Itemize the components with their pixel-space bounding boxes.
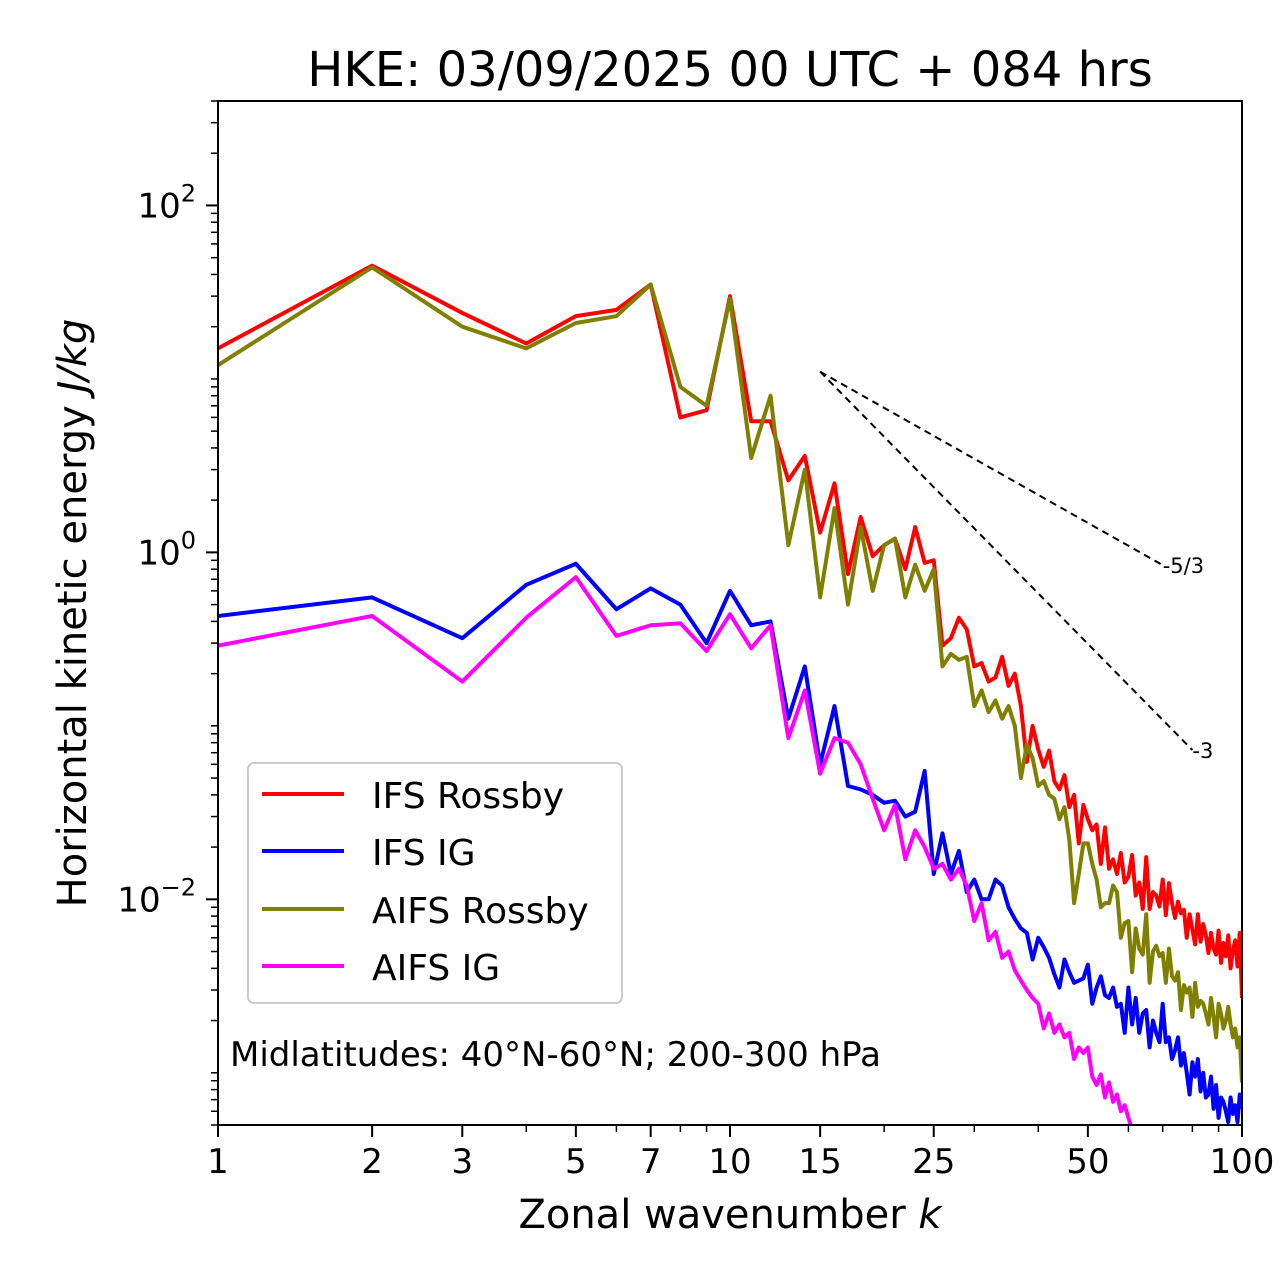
x-tick-label: 25 — [912, 1142, 955, 1182]
series-line-aifs-rossby — [218, 265, 1242, 1083]
y-tick-label: 102 — [137, 179, 196, 226]
y-axis-label: Horizontal kinetic energy J/kg — [50, 319, 96, 908]
legend-label: AIFS Rossby — [372, 891, 589, 932]
series-line-ifs-rossby — [218, 263, 1242, 999]
y-tick-label: 10−2 — [117, 873, 196, 920]
legend-item: AIFS IG — [262, 948, 500, 989]
reference-slope-label: -5/3 — [1163, 554, 1204, 578]
x-tick-label: 100 — [1210, 1142, 1275, 1182]
y-tick-label: 100 — [137, 526, 196, 573]
reference-slope-line — [819, 370, 1164, 567]
x-axis-ticks: 1 2 3 5 7 10 15 25 50 100 — [207, 1125, 1274, 1182]
legend: IFS Rossby IFS IG AIFS Rossby AIFS IG — [247, 762, 623, 1004]
reference-slope-line — [819, 371, 1194, 751]
x-tick-label: 5 — [565, 1142, 587, 1182]
x-tick-label: 1 — [207, 1142, 229, 1182]
x-tick-label: 50 — [1066, 1142, 1109, 1182]
series-line-ifs-ig — [218, 561, 1242, 1125]
y-axis-label-text: Horizontal kinetic energy — [50, 405, 96, 907]
x-tick-label: 15 — [799, 1142, 842, 1182]
legend-label: IFS IG — [372, 833, 476, 874]
reference-slopes: -5/3 -3 — [819, 370, 1213, 763]
x-tick-label: 2 — [361, 1142, 383, 1182]
region-annotation: Midlatitudes: 40°N-60°N; 200-300 hPa — [230, 1035, 881, 1075]
chart-title: HKE: 03/09/2025 00 UTC + 084 hrs — [307, 42, 1153, 98]
x-tick-label: 3 — [451, 1142, 473, 1182]
x-axis-label-symbol: k — [918, 1192, 943, 1238]
legend-item: AIFS Rossby — [262, 891, 589, 932]
x-axis-label: Zonal wavenumber k — [518, 1192, 943, 1238]
legend-item: IFS Rossby — [262, 776, 564, 817]
reference-slope-label: -3 — [1192, 739, 1213, 763]
legend-box — [247, 762, 623, 1004]
series-line-aifs-ig — [218, 575, 1133, 1125]
y-axis-ticks: 102 100 10−2 — [117, 100, 218, 1126]
x-tick-label: 7 — [640, 1142, 662, 1182]
legend-item: IFS IG — [262, 833, 476, 874]
legend-label: IFS Rossby — [372, 776, 564, 817]
x-axis-label-text: Zonal wavenumber — [518, 1192, 906, 1238]
legend-label: AIFS IG — [372, 948, 500, 989]
y-axis-label-units: J/kg — [50, 319, 96, 400]
x-tick-label: 10 — [708, 1142, 751, 1182]
series-layer — [218, 263, 1242, 1125]
